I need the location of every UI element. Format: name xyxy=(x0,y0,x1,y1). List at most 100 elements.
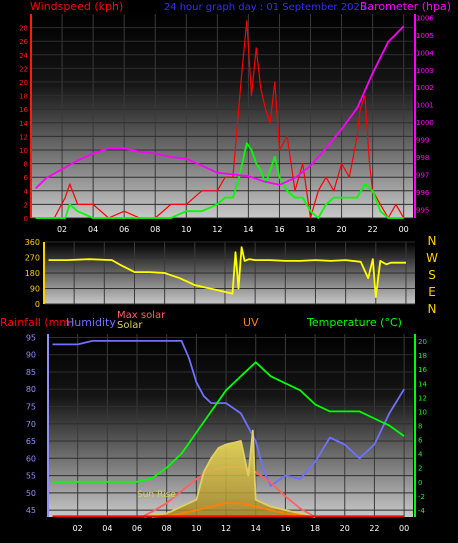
y-tick-label: 12 xyxy=(418,394,427,402)
y-tick-label: 0 xyxy=(418,479,422,487)
axes: 02 04 06 08 10 12 14 16 18 20 22 000246810121416182… xyxy=(19,14,434,533)
y-tick-label: 14 xyxy=(418,380,427,388)
x-tick-label: 06 xyxy=(132,524,142,533)
legend-uv: UV xyxy=(243,316,259,329)
y-tick-label: 8 xyxy=(418,423,422,431)
compass-s: S xyxy=(428,268,436,282)
x-tick-label: 10 xyxy=(191,524,201,533)
y-tick-label: 95 xyxy=(26,333,36,342)
y-tick-label: 999 xyxy=(416,137,429,145)
series-line-0-2 xyxy=(35,25,405,190)
x-tick-label: 04 xyxy=(102,524,112,533)
x-tick-label: 14 xyxy=(251,524,261,533)
x-tick-label: 06 xyxy=(119,225,129,234)
y-tick-label: 0 xyxy=(35,300,40,309)
y-tick-label: 20 xyxy=(19,79,28,87)
y-tick-label: 270 xyxy=(25,254,40,263)
legend-max-solar: Max solar xyxy=(117,310,166,321)
x-tick-label: 08 xyxy=(162,524,172,533)
y-tick-label: 10 xyxy=(418,408,427,416)
y-tick-label: 1001 xyxy=(416,102,434,110)
x-tick-label: 08 xyxy=(150,225,160,234)
y-tick-label: 65 xyxy=(26,437,36,446)
y-tick-label: 80 xyxy=(26,385,36,394)
y-tick-label: 20 xyxy=(418,338,427,346)
y-tick-label: 16 xyxy=(418,366,427,374)
y-tick-label: 12 xyxy=(19,133,28,141)
y-tick-label: 1000 xyxy=(416,119,434,127)
y-tick-label: 997 xyxy=(416,171,429,179)
solar-area xyxy=(144,430,316,517)
x-tick-label: 18 xyxy=(310,524,320,533)
y-tick-label: 6 xyxy=(24,174,29,182)
x-tick-label: 00 xyxy=(399,225,409,234)
x-tick-label: 10 xyxy=(181,225,191,234)
y-tick-label: 180 xyxy=(25,269,40,278)
y-tick-label: 75 xyxy=(26,403,36,412)
y-tick-label: 18 xyxy=(19,93,28,101)
compass-e: E xyxy=(428,285,436,299)
chart-title: 24 hour graph day : 01 September 2025 xyxy=(164,2,366,13)
y-tick-label: 1005 xyxy=(416,32,434,40)
y-tick-label: 16 xyxy=(19,106,28,114)
compass-n-bottom: N xyxy=(428,302,437,316)
windspeed-axis-label: Windspeed (kph) xyxy=(30,0,123,13)
y-tick-label: 60 xyxy=(26,454,36,463)
series-line-0-0 xyxy=(35,20,405,219)
y-tick-label: -4 xyxy=(418,507,426,515)
y-tick-label: 70 xyxy=(26,420,36,429)
y-tick-label: 1002 xyxy=(416,84,434,92)
y-tick-label: 28 xyxy=(19,25,28,33)
legend-solar: Solar xyxy=(117,320,143,331)
y-tick-label: 45 xyxy=(26,506,36,515)
y-tick-label: 996 xyxy=(416,189,430,197)
legend-rainfall: Rainfall (mm) xyxy=(0,316,74,329)
y-tick-label: 2 xyxy=(24,201,28,209)
y-tick-label: 0 xyxy=(24,215,28,223)
y-tick-label: 1003 xyxy=(416,67,434,75)
series-line-solar xyxy=(144,429,316,518)
x-tick-label: 16 xyxy=(274,225,284,234)
y-tick-label: 1004 xyxy=(416,49,434,57)
y-tick-label: 1006 xyxy=(416,14,434,22)
x-tick-label: 14 xyxy=(243,225,253,234)
series-line-0-1 xyxy=(35,142,404,219)
y-tick-label: 4 xyxy=(24,188,29,196)
legend-humidity: Humidity xyxy=(66,316,116,329)
y-tick-label: 6 xyxy=(418,437,423,445)
y-tick-label: 90 xyxy=(26,351,36,360)
y-tick-label: 998 xyxy=(416,154,429,162)
sunrise-annotation: Sun Rise xyxy=(137,490,176,500)
compass-n-top: N xyxy=(428,234,437,248)
y-tick-label: 10 xyxy=(19,147,28,155)
series-line-temperature-c xyxy=(52,361,405,483)
x-tick-label: 12 xyxy=(212,225,222,234)
y-tick-label: 4 xyxy=(418,451,423,459)
series-line-uv xyxy=(151,502,316,518)
x-tick-label: 16 xyxy=(280,524,290,533)
x-tick-label: 00 xyxy=(399,524,409,533)
x-tick-label: 02 xyxy=(57,225,67,234)
y-tick-label: 24 xyxy=(19,52,28,60)
x-tick-label: 22 xyxy=(368,225,378,234)
y-tick-label: 90 xyxy=(30,285,40,294)
panel-1-bg xyxy=(31,12,413,218)
y-tick-label: 26 xyxy=(19,38,28,46)
y-tick-label: 995 xyxy=(416,206,429,214)
y-tick-label: 85 xyxy=(26,368,36,377)
series-line-humidity xyxy=(52,339,405,487)
y-tick-label: 2 xyxy=(418,465,422,473)
y-tick-label: 14 xyxy=(19,120,28,128)
compass-w: W xyxy=(426,251,438,265)
legend-temperature: Temperature (°C) xyxy=(306,316,402,329)
series-line-1-0 xyxy=(48,246,406,299)
y-tick-label: 8 xyxy=(24,161,28,169)
x-tick-label: 22 xyxy=(369,524,379,533)
x-tick-label: 20 xyxy=(336,225,346,234)
y-tick-label: 18 xyxy=(418,352,427,360)
chart-marks xyxy=(35,20,406,518)
y-tick-label: 22 xyxy=(19,65,28,73)
y-tick-label: 50 xyxy=(26,489,36,498)
x-tick-label: 02 xyxy=(73,524,83,533)
x-tick-label: 20 xyxy=(340,524,350,533)
